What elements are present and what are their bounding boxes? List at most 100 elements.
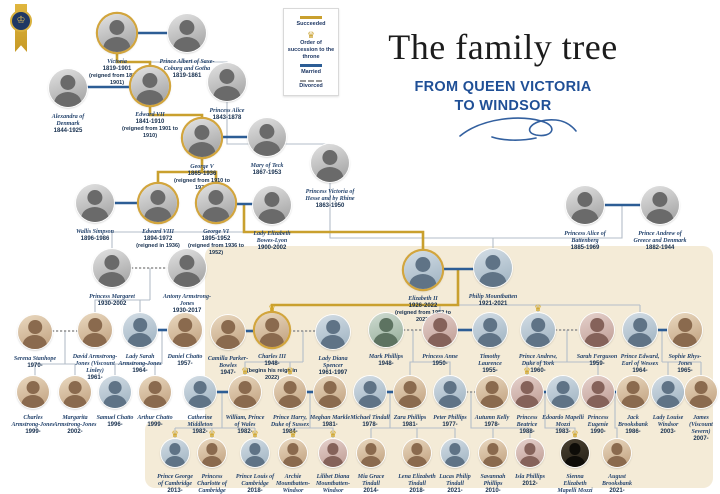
person-reign: (reigned from 1952 to 2022) [395, 310, 451, 323]
silhouette-bust [202, 206, 230, 222]
succession-crown-icon: ♛ [267, 303, 277, 313]
silhouette-bust [127, 333, 153, 347]
silhouette-bust [519, 455, 541, 467]
crown-rosette-badge: ♔ [8, 4, 34, 58]
person-dates: 2013- [167, 487, 183, 494]
person-name: Prince Louis of Cambridge [235, 474, 275, 487]
legend-divorced-label: Divorced [299, 82, 323, 89]
portrait-photo [311, 144, 349, 182]
connection-descent [292, 427, 334, 439]
person-name: Peter Phillips [433, 415, 467, 421]
portrait-photo [394, 376, 426, 408]
person-reign: (reigned from 1910 to 1936) [174, 178, 230, 191]
portrait-photo [208, 63, 246, 101]
portrait-wrap [394, 376, 426, 408]
person-dates: 1959- [589, 360, 605, 367]
portrait-wrap [547, 376, 579, 408]
person-alexandra-of-denmark: Alexandra of Denmark 1844-1925 [40, 69, 96, 135]
silhouette-bust [480, 395, 504, 408]
person-label: Princess Alice 1843-1878 [201, 108, 253, 122]
person-label: Mia Grace Tindall 2014- [352, 474, 390, 494]
person-sienna-mapelli-mozzi: ♛ Sienna Elizabeth Mapelli Mozzi2021- [554, 430, 596, 494]
person-label: Prince Andrew of Greece and Denmark 1882-… [630, 231, 690, 252]
person-label: Edward VIII 1894-1972 (reigned in 1936) [131, 229, 185, 250]
person-label: Princess Alice of Battenberg 1885-1969 [555, 231, 615, 252]
legend-succeeded-line [300, 16, 322, 19]
person-name: Princess Margaret [89, 294, 135, 300]
person-name: Prince Albert of Saxe-Coburg and Gotha [159, 59, 215, 72]
person-name: Edward VII [135, 112, 165, 118]
silhouette-head [26, 381, 40, 394]
person-name: Arthur Chatto [137, 415, 173, 421]
person-dates: 1982- [192, 428, 208, 435]
person-name: Margarita Armstrong-Jones [53, 415, 97, 428]
person-sarah-ferguson: Sarah Ferguson 1959- [575, 313, 619, 368]
person-name: Lady Louise Windsor [652, 415, 684, 428]
person-name: Timothy Laurence [478, 354, 502, 367]
person-dates: 1896-1986 [80, 235, 110, 242]
silhouette-head [150, 190, 166, 206]
silhouette-head [221, 320, 235, 335]
person-elizabeth-bowes-lyon: Lady Elizabeth Bowes-Lyon 1900-2002 [244, 186, 300, 252]
legend-crown-icon: ♛ [306, 30, 316, 41]
person-dates: 1930-2002 [97, 300, 127, 307]
portrait-wrap [17, 376, 49, 408]
silhouette-bust [564, 455, 586, 467]
person-label: Lilibet Diana Mountbatten-Windsor2021- [312, 474, 354, 494]
portrait-wrap [139, 376, 171, 408]
person-name: William, Prince of Wales [225, 415, 265, 428]
person-label: Isla Phillips 2012- [512, 474, 548, 488]
portrait-wrap [208, 63, 246, 101]
person-reign: (reigned from 1936 to 1952) [188, 243, 244, 256]
silhouette-head [327, 443, 339, 455]
person-label: George VI 1895-1952 (reigned from 1936 to … [187, 229, 245, 256]
page-title: The family tree [388, 27, 618, 67]
person-name: Prince Andrew, Duke of York [518, 354, 558, 367]
person-label: Archie Mountbatten-Windsor2019- [273, 474, 313, 494]
person-alice-of-battenberg: Princess Alice of Battenberg 1885-1969 [555, 186, 615, 252]
person-name: Archie Mountbatten-Windsor [275, 474, 310, 494]
portrait-wrap [369, 313, 403, 347]
person-label: Prince Louis of Cambridge 2018- [235, 474, 275, 494]
person-label: Prince Harry, Duke of Sussex 1984- [268, 415, 312, 436]
portrait-wrap [357, 439, 385, 467]
portrait-wrap: ♛ [255, 304, 289, 347]
succession-crown-icon: ♛ [533, 303, 543, 313]
silhouette-bust [282, 455, 304, 467]
person-label: Edward VII 1841-1910 (reigned from 1901 to… [120, 112, 180, 139]
portrait-photo [274, 376, 306, 408]
person-name: Camilla Parker-Bowles [207, 356, 249, 369]
person-label: Mary of Teck 1867-1953 [241, 163, 293, 177]
subtitle-line1: FROM QUEEN VICTORIA [414, 79, 592, 95]
succession-crown-icon: ♛ [570, 429, 580, 439]
page-subtitle: FROM QUEEN VICTORIA TO WINDSOR [368, 78, 638, 116]
connection-descent [329, 182, 623, 239]
person-label: Lady Louise Windsor 2003- [648, 415, 688, 436]
portrait-wrap: ♛ [561, 430, 589, 467]
portrait-photo [98, 14, 136, 52]
silhouette-head [520, 381, 534, 394]
person-name: Sienna Elizabeth Mapelli Mozzi [557, 474, 593, 494]
silhouette-head [208, 190, 224, 206]
person-mia-grace-tindall: Mia Grace Tindall 2014- [352, 439, 390, 494]
silhouette-head [591, 381, 605, 394]
portrait-wrap [168, 14, 206, 52]
person-label: Michael Tindall 1978- [350, 415, 390, 429]
legend-married-line [300, 63, 322, 67]
silhouette-head [485, 381, 499, 394]
person-name: George V [190, 164, 214, 170]
connection-descent [470, 392, 530, 429]
person-catherine-middleton: Catherine Middleton 1982- [179, 376, 221, 436]
person-name: Charles III [258, 354, 286, 360]
portrait-wrap [316, 315, 350, 349]
portrait-photo [241, 439, 269, 467]
portrait-wrap [311, 144, 349, 182]
portrait-photo [49, 69, 87, 107]
person-princess-alice: Princess Alice 1843-1878 [201, 63, 253, 122]
silhouette-bust [444, 455, 466, 467]
person-label: August Brooksbank 2021- [597, 474, 637, 494]
person-name: Lilibet Diana Mountbatten-Windsor [315, 474, 350, 494]
silhouette-head [264, 192, 280, 208]
person-name: Lady Elizabeth Bowes-Lyon [253, 231, 291, 244]
